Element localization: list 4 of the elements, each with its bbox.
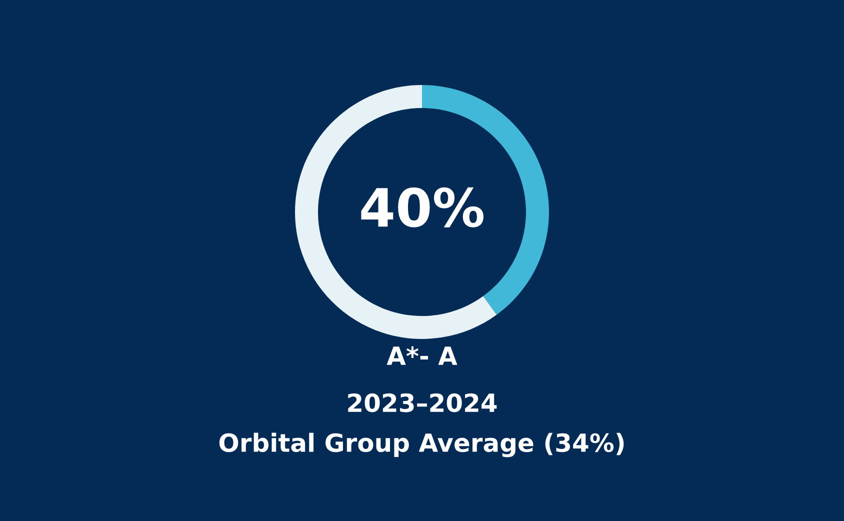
text: 2023–2024 xyxy=(348,393,497,412)
text: A*- A xyxy=(386,346,458,365)
text: Orbital Group Average (34%) xyxy=(219,432,624,458)
data-label: 40% xyxy=(361,187,484,228)
